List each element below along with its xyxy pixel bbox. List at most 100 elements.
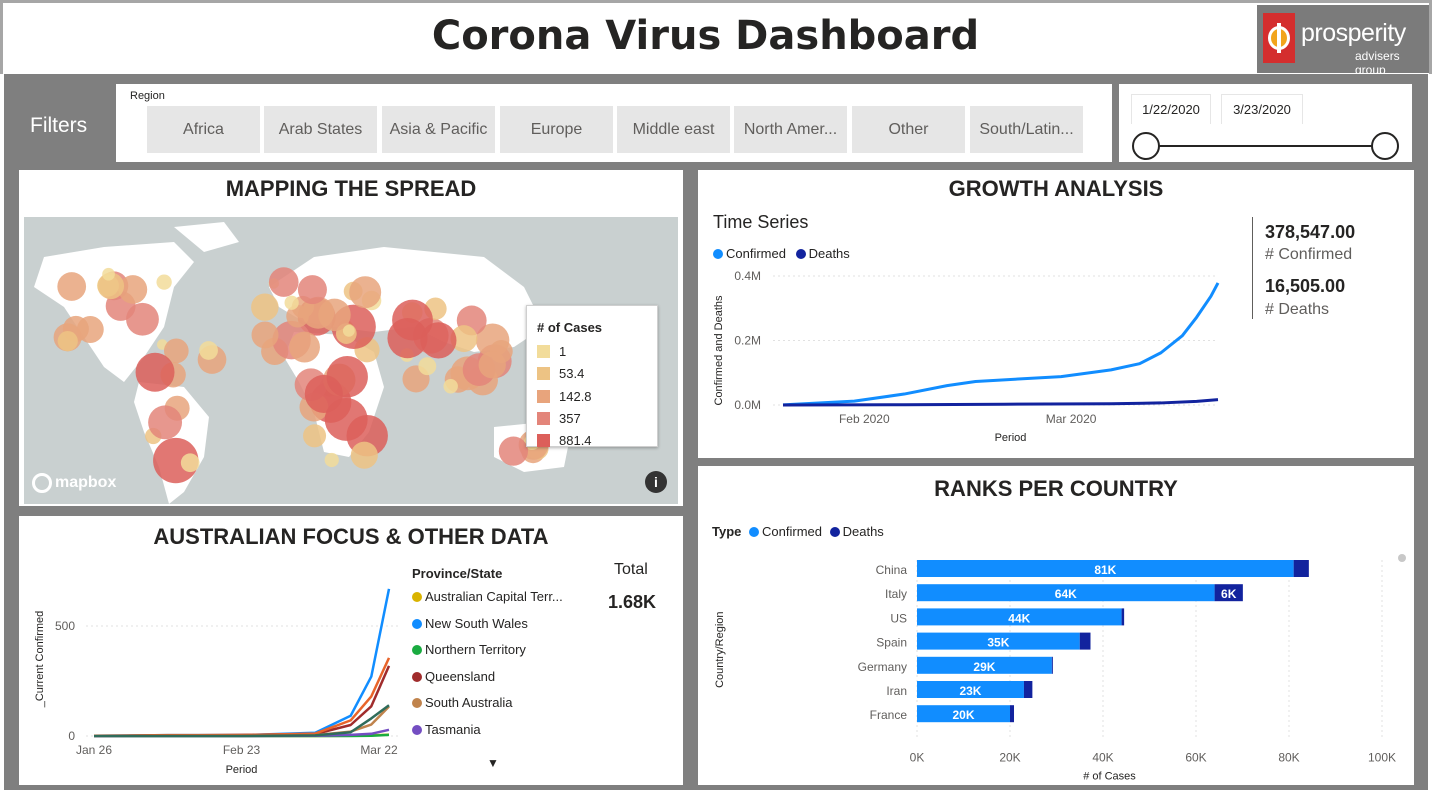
- date-slider-start-handle[interactable]: [1132, 132, 1160, 160]
- case-bubble[interactable]: [199, 341, 218, 360]
- info-icon[interactable]: i: [645, 471, 667, 493]
- bar-confirmed[interactable]: [917, 584, 1215, 602]
- case-bubble[interactable]: [318, 298, 351, 332]
- case-bubble[interactable]: [443, 379, 458, 394]
- case-bubble[interactable]: [268, 267, 299, 297]
- mapbox-attribution[interactable]: mapbox: [32, 473, 116, 493]
- case-bubble[interactable]: [350, 441, 378, 469]
- case-bubble[interactable]: [326, 356, 368, 398]
- case-bubble[interactable]: [251, 293, 279, 321]
- end-date-input[interactable]: 3/23/2020: [1221, 94, 1303, 124]
- case-bubble[interactable]: [289, 331, 320, 363]
- case-bubble[interactable]: [450, 325, 478, 353]
- case-bubble[interactable]: [286, 304, 309, 328]
- legend-dot-icon: [829, 527, 840, 537]
- bar-confirmed[interactable]: [917, 632, 1080, 650]
- region-chip-south-latin[interactable]: South/Latin...: [970, 106, 1083, 153]
- case-bubble[interactable]: [251, 321, 279, 349]
- case-bubble[interactable]: [297, 275, 327, 305]
- series-line-deaths[interactable]: [782, 398, 1219, 407]
- province-line[interactable]: [93, 588, 391, 738]
- world-map[interactable]: # of Cases 1 53.4 142.8 357 881.4 mapbox…: [24, 217, 678, 504]
- bar-confirmed[interactable]: [917, 681, 1024, 698]
- legend-item-deaths[interactable]: Deaths: [795, 246, 850, 261]
- date-slider-end-handle[interactable]: [1371, 132, 1399, 160]
- region-slicer-label: Region: [130, 90, 165, 102]
- ranks-bar-chart[interactable]: 0K 20K 40K 60K 80K 100K # of Cases Country/Regi…: [698, 550, 1398, 785]
- region-chip-north-america[interactable]: North Amer...: [734, 106, 847, 153]
- case-bubble[interactable]: [135, 352, 175, 392]
- y-tick-label: 0.2M: [734, 334, 761, 348]
- growth-title: GROWTH ANALYSIS: [948, 176, 1164, 201]
- region-chip-middle-east[interactable]: Middle east: [617, 106, 730, 153]
- case-bubble[interactable]: [97, 272, 125, 300]
- region-chip-africa[interactable]: Africa: [147, 106, 260, 153]
- company-logo[interactable]: prosperity advisers group: [1257, 5, 1429, 77]
- case-bubble[interactable]: [324, 452, 339, 468]
- legend-dot-icon: [412, 671, 422, 682]
- case-bubble[interactable]: [126, 302, 159, 336]
- case-bubble[interactable]: [57, 272, 87, 301]
- map-legend: # of Cases 1 53.4 142.8 357 881.4: [526, 305, 658, 448]
- bar-confirmed[interactable]: [917, 705, 1010, 723]
- province-line[interactable]: [93, 657, 391, 738]
- case-bubble[interactable]: [148, 405, 183, 440]
- y-tick-label: 500: [55, 619, 75, 633]
- case-bubble[interactable]: [342, 324, 355, 337]
- legend-item-confirmed[interactable]: Confirmed: [713, 246, 786, 261]
- case-bubble[interactable]: [102, 267, 115, 281]
- case-bubble[interactable]: [57, 330, 78, 352]
- australia-line-chart[interactable]: 0 500 Jan 26 Feb 23 Mar 22 Period _Current Con…: [19, 566, 419, 781]
- region-chip-arab-states[interactable]: Arab States: [264, 106, 377, 153]
- case-bubble[interactable]: [418, 357, 437, 376]
- case-bubble[interactable]: [498, 436, 529, 466]
- bar-deaths[interactable]: [1214, 584, 1243, 602]
- bar-deaths[interactable]: [1121, 608, 1125, 626]
- case-bubble[interactable]: [284, 295, 299, 310]
- region-slicer: Region Africa Arab States Asia & Pacific…: [116, 84, 1112, 162]
- bar-confirmed[interactable]: [917, 608, 1122, 626]
- province-legend-item[interactable]: Australian Capital Terr...: [412, 589, 563, 604]
- map-visual: MAPPING THE SPREAD # of Cases 1 53.4 142…: [19, 170, 683, 506]
- bar-deaths[interactable]: [1293, 560, 1309, 577]
- legend-dot-icon: [412, 725, 422, 735]
- bar-deaths[interactable]: [1023, 681, 1033, 698]
- case-bubble[interactable]: [303, 424, 327, 448]
- series-line-confirmed[interactable]: [782, 282, 1220, 407]
- scroll-indicator[interactable]: [1398, 554, 1406, 562]
- map-canvas: [34, 222, 569, 504]
- case-bubble[interactable]: [392, 299, 433, 341]
- province-legend-item[interactable]: Tasmania: [412, 722, 481, 737]
- region-chip-asia-pacific[interactable]: Asia & Pacific: [382, 106, 495, 153]
- kpi-confirmed-value: 378,547.00: [1265, 222, 1356, 242]
- legend-item-confirmed[interactable]: Confirmed: [749, 524, 822, 539]
- growth-line-chart[interactable]: 0.0M 0.2M 0.4M Feb 2020 Mar 2020 Period Confir…: [698, 260, 1238, 460]
- case-bubble[interactable]: [118, 275, 148, 304]
- start-date-input[interactable]: 1/22/2020: [1131, 94, 1211, 124]
- bar-deaths[interactable]: [1051, 656, 1053, 674]
- province-legend-item[interactable]: New South Wales: [412, 616, 528, 631]
- case-bubble[interactable]: [478, 351, 506, 379]
- date-slider-track[interactable]: [1145, 145, 1387, 147]
- case-bubble[interactable]: [153, 437, 199, 484]
- legend-more-icon[interactable]: ▼: [487, 756, 499, 770]
- y-axis-title: Confirmed and Deaths: [713, 295, 725, 406]
- case-bubble[interactable]: [163, 338, 189, 364]
- bar-deaths[interactable]: [1079, 632, 1091, 650]
- legend-item-deaths[interactable]: Deaths: [829, 524, 884, 539]
- bar-confirmed[interactable]: [917, 560, 1294, 577]
- bar-deaths[interactable]: [1010, 705, 1015, 723]
- case-bubble[interactable]: [349, 276, 382, 309]
- province-legend-item[interactable]: South Australia: [412, 695, 512, 710]
- australia-visual: AUSTRALIAN FOCUS & OTHER DATA 0 500 Jan 26…: [19, 516, 683, 785]
- case-bubble[interactable]: [156, 274, 172, 290]
- region-chip-europe[interactable]: Europe: [500, 106, 613, 153]
- case-bubble[interactable]: [180, 453, 200, 473]
- province-legend-item[interactable]: Queensland: [412, 669, 495, 684]
- bar-confirmed[interactable]: [917, 656, 1052, 674]
- province-legend-item[interactable]: Northern Territory: [412, 642, 526, 657]
- province-line[interactable]: [94, 704, 390, 738]
- province-line[interactable]: [93, 665, 391, 738]
- region-chip-other[interactable]: Other: [852, 106, 965, 153]
- mapbox-logo-icon: [32, 473, 52, 493]
